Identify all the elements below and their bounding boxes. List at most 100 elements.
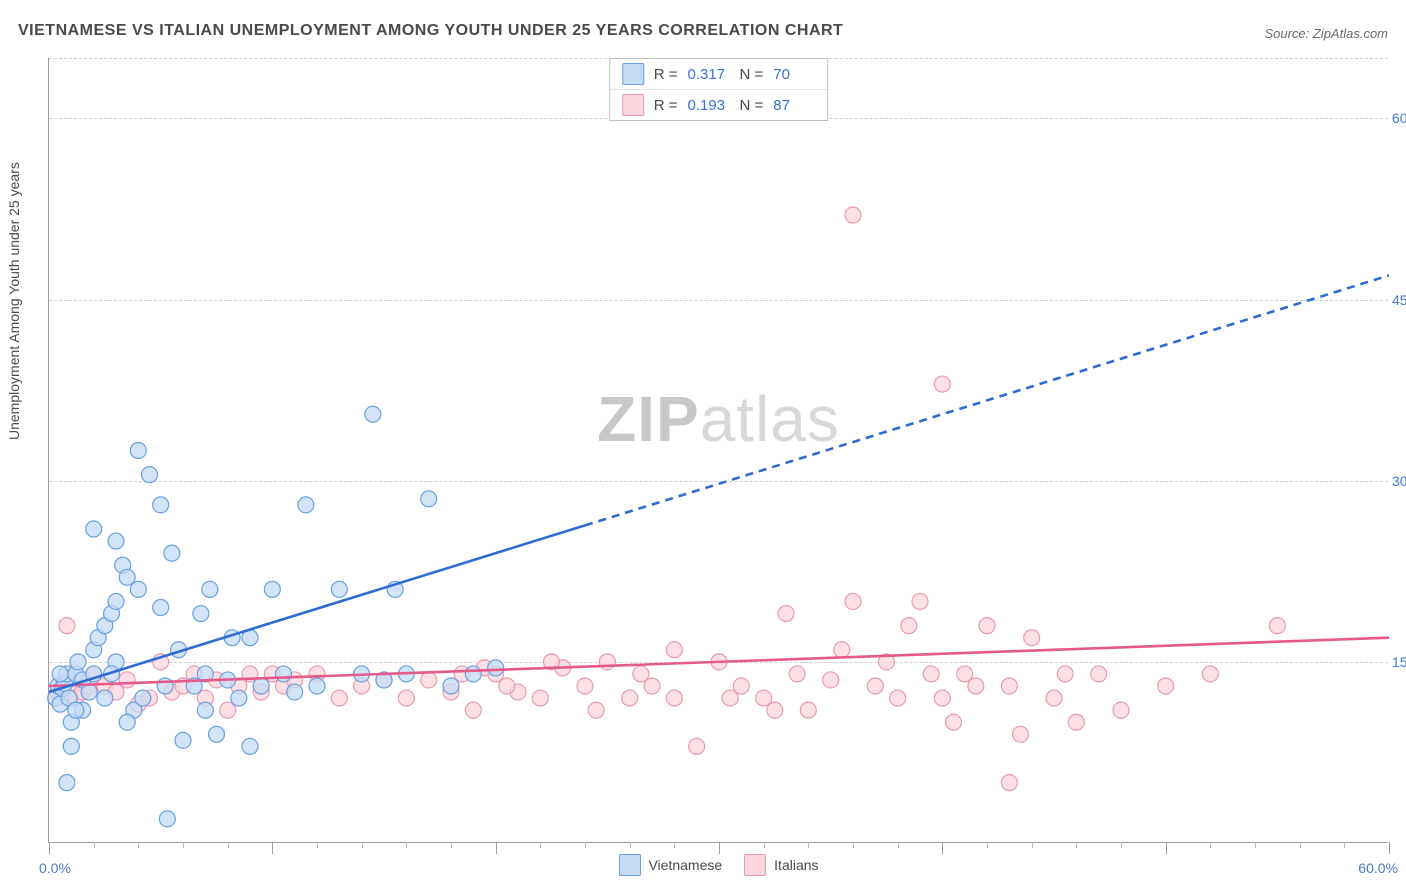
data-point-vietnamese [81, 684, 97, 700]
x-min-label: 0.0% [39, 860, 71, 876]
y-tick-label: 60.0% [1392, 110, 1406, 126]
x-tick-major [1389, 842, 1390, 854]
data-point-vietnamese [253, 678, 269, 694]
data-point-italians [622, 690, 638, 706]
swatch-vietnamese [618, 854, 640, 876]
legend-item-italians: Italians [744, 854, 818, 876]
x-tick-minor [1032, 842, 1033, 848]
bottom-legend: Vietnamese Italians [618, 854, 818, 876]
x-tick-major [272, 842, 273, 854]
x-tick-minor [317, 842, 318, 848]
data-point-vietnamese [153, 497, 169, 513]
data-point-vietnamese [264, 581, 280, 597]
x-tick-minor [183, 842, 184, 848]
data-point-italians [599, 654, 615, 670]
x-tick-minor [630, 842, 631, 848]
data-point-italians [1202, 666, 1218, 682]
y-tick-label: 30.0% [1392, 473, 1406, 489]
x-tick-minor [1255, 842, 1256, 848]
data-point-vietnamese [209, 726, 225, 742]
scatter-svg [49, 58, 1388, 842]
x-tick-minor [451, 842, 452, 848]
x-tick-minor [808, 842, 809, 848]
swatch-italians [744, 854, 766, 876]
data-point-italians [398, 690, 414, 706]
data-point-vietnamese [197, 702, 213, 718]
trend-line [585, 275, 1389, 525]
stat-row-italians: R = 0.193 N = 87 [610, 90, 828, 120]
plot-area: ZIPatlas 15.0%30.0%45.0%60.0% 0.0% 60.0%… [48, 58, 1388, 843]
data-point-vietnamese [175, 732, 191, 748]
x-tick-minor [1344, 842, 1345, 848]
data-point-vietnamese [159, 811, 175, 827]
data-point-vietnamese [142, 467, 158, 483]
data-point-italians [923, 666, 939, 682]
data-point-vietnamese [287, 684, 303, 700]
data-point-italians [789, 666, 805, 682]
data-point-italians [968, 678, 984, 694]
data-point-italians [800, 702, 816, 718]
data-point-italians [1001, 678, 1017, 694]
data-point-vietnamese [130, 443, 146, 459]
x-tick-minor [1210, 842, 1211, 848]
data-point-vietnamese [331, 581, 347, 597]
data-point-vietnamese [59, 775, 75, 791]
data-point-italians [867, 678, 883, 694]
data-point-italians [577, 678, 593, 694]
x-tick-minor [1121, 842, 1122, 848]
data-point-italians [1113, 702, 1129, 718]
source-label: Source: ZipAtlas.com [1264, 26, 1388, 41]
x-tick-minor [764, 842, 765, 848]
swatch-vietnamese [622, 63, 644, 85]
data-point-italians [633, 666, 649, 682]
chart-container: VIETNAMESE VS ITALIAN UNEMPLOYMENT AMONG… [0, 0, 1406, 892]
x-max-label: 60.0% [1358, 860, 1398, 876]
x-tick-minor [94, 842, 95, 848]
data-point-vietnamese [119, 714, 135, 730]
data-point-vietnamese [465, 666, 481, 682]
data-point-vietnamese [309, 678, 325, 694]
data-point-vietnamese [108, 593, 124, 609]
data-point-vietnamese [108, 533, 124, 549]
stat-legend: R = 0.317 N = 70 R = 0.193 N = 87 [609, 58, 829, 121]
data-point-italians [1001, 775, 1017, 791]
data-point-vietnamese [202, 581, 218, 597]
data-point-vietnamese [63, 738, 79, 754]
data-point-italians [767, 702, 783, 718]
data-point-italians [465, 702, 481, 718]
x-tick-major [496, 842, 497, 854]
data-point-vietnamese [68, 702, 84, 718]
data-point-italians [588, 702, 604, 718]
data-point-italians [722, 690, 738, 706]
data-point-vietnamese [298, 497, 314, 513]
x-tick-minor [540, 842, 541, 848]
data-point-vietnamese [443, 678, 459, 694]
data-point-vietnamese [153, 600, 169, 616]
data-point-italians [59, 618, 75, 634]
data-point-italians [666, 642, 682, 658]
data-point-vietnamese [164, 545, 180, 561]
data-point-vietnamese [70, 654, 86, 670]
data-point-vietnamese [135, 690, 151, 706]
x-tick-major [942, 842, 943, 854]
data-point-vietnamese [52, 666, 68, 682]
data-point-vietnamese [130, 581, 146, 597]
data-point-italians [834, 642, 850, 658]
y-tick-label: 45.0% [1392, 292, 1406, 308]
data-point-italians [666, 690, 682, 706]
x-tick-minor [987, 842, 988, 848]
x-tick-minor [406, 842, 407, 848]
chart-title: VIETNAMESE VS ITALIAN UNEMPLOYMENT AMONG… [18, 22, 843, 40]
data-point-italians [119, 672, 135, 688]
data-point-italians [845, 593, 861, 609]
data-point-italians [1091, 666, 1107, 682]
data-point-vietnamese [231, 690, 247, 706]
swatch-italians [622, 94, 644, 116]
data-point-vietnamese [276, 666, 292, 682]
data-point-italians [912, 593, 928, 609]
data-point-vietnamese [242, 738, 258, 754]
data-point-vietnamese [193, 606, 209, 622]
data-point-vietnamese [365, 406, 381, 422]
data-point-italians [934, 376, 950, 392]
x-tick-minor [362, 842, 363, 848]
